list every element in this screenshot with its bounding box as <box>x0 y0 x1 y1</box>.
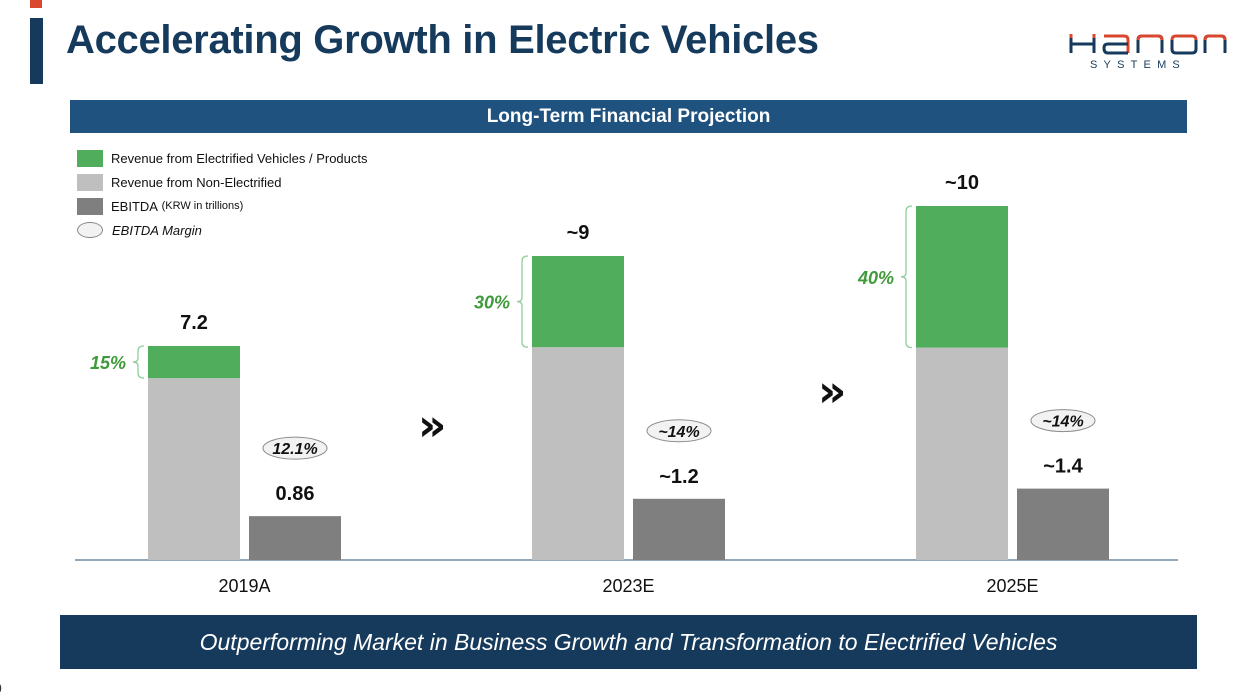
revenue-total-label: ~10 <box>945 172 979 194</box>
share-brace <box>516 255 529 348</box>
section-header: Long-Term Financial Projection <box>70 100 1187 133</box>
ebitda-margin-label: ~14% <box>658 424 699 441</box>
ebitda-value-label: ~1.4 <box>1043 456 1083 478</box>
bar-non-electrified <box>916 347 1008 560</box>
legend-label: Revenue from Non-Electrified <box>111 174 282 190</box>
ebitda-margin-label: ~14% <box>1042 414 1083 431</box>
bar-ebitda <box>249 516 341 560</box>
logo-subtitle: SYSTEMS <box>1090 59 1186 71</box>
share-brace <box>132 345 145 379</box>
page-number: 0 <box>0 680 2 696</box>
share-brace <box>900 205 913 349</box>
bar-ebitda <box>1017 488 1109 560</box>
slide-title: Accelerating Growth in Electric Vehicles <box>66 18 819 62</box>
legend-label: EBITDA <box>111 198 158 214</box>
legend-swatch-light-gray <box>77 173 103 191</box>
hanon-systems-logo: SYSTEMS <box>1068 32 1228 74</box>
bar-non-electrified <box>532 347 624 560</box>
legend-item-margin: EBITDA Margin <box>77 218 368 242</box>
legend-item-electrified: Revenue from Electrified Vehicles / Prod… <box>77 146 368 170</box>
x-tick-label: 2023E <box>602 576 654 596</box>
ebitda-margin-label: 12.1% <box>272 441 317 458</box>
electrified-share-label: 40% <box>857 268 894 288</box>
ebitda-margin-oval <box>1030 409 1096 433</box>
bar-non-electrified <box>148 378 240 560</box>
legend-swatch-dark-gray <box>77 197 103 215</box>
hanon-wordmark <box>1069 34 1227 55</box>
revenue-total-label: ~9 <box>567 222 590 244</box>
x-tick-label: 2019A <box>218 576 270 596</box>
double-chevron-arrow-icon: » <box>418 400 446 451</box>
electrified-share-label: 30% <box>474 293 510 313</box>
legend-swatch-green <box>77 149 103 167</box>
x-tick-label: 2025E <box>986 576 1038 596</box>
legend-item-ebitda: EBITDA (KRW in trillions) <box>77 194 368 218</box>
legend-label: EBITDA Margin <box>112 222 202 238</box>
bar-electrified <box>148 346 240 379</box>
accent-bar-navy <box>30 18 43 84</box>
chart-legend: Revenue from Electrified Vehicles / Prod… <box>77 146 368 242</box>
revenue-total-label: 7.2 <box>180 312 208 334</box>
double-chevron-arrow-icon: » <box>818 366 846 417</box>
legend-swatch-oval <box>77 222 103 238</box>
ebitda-margin-oval <box>646 419 712 443</box>
bottom-banner: Outperforming Market in Business Growth … <box>60 615 1197 669</box>
bar-electrified <box>532 256 624 348</box>
legend-item-non-electrified: Revenue from Non-Electrified <box>77 170 368 194</box>
legend-sublabel: (KRW in trillions) <box>161 200 244 212</box>
ebitda-value-label: ~1.2 <box>659 466 698 488</box>
ebitda-value-label: 0.86 <box>276 483 315 505</box>
bar-ebitda <box>633 498 725 560</box>
bar-electrified <box>916 206 1008 348</box>
legend-label: Revenue from Electrified Vehicles / Prod… <box>111 150 368 166</box>
accent-bar-red <box>30 0 42 8</box>
electrified-share-label: 15% <box>90 353 126 373</box>
ebitda-margin-oval <box>262 436 328 460</box>
